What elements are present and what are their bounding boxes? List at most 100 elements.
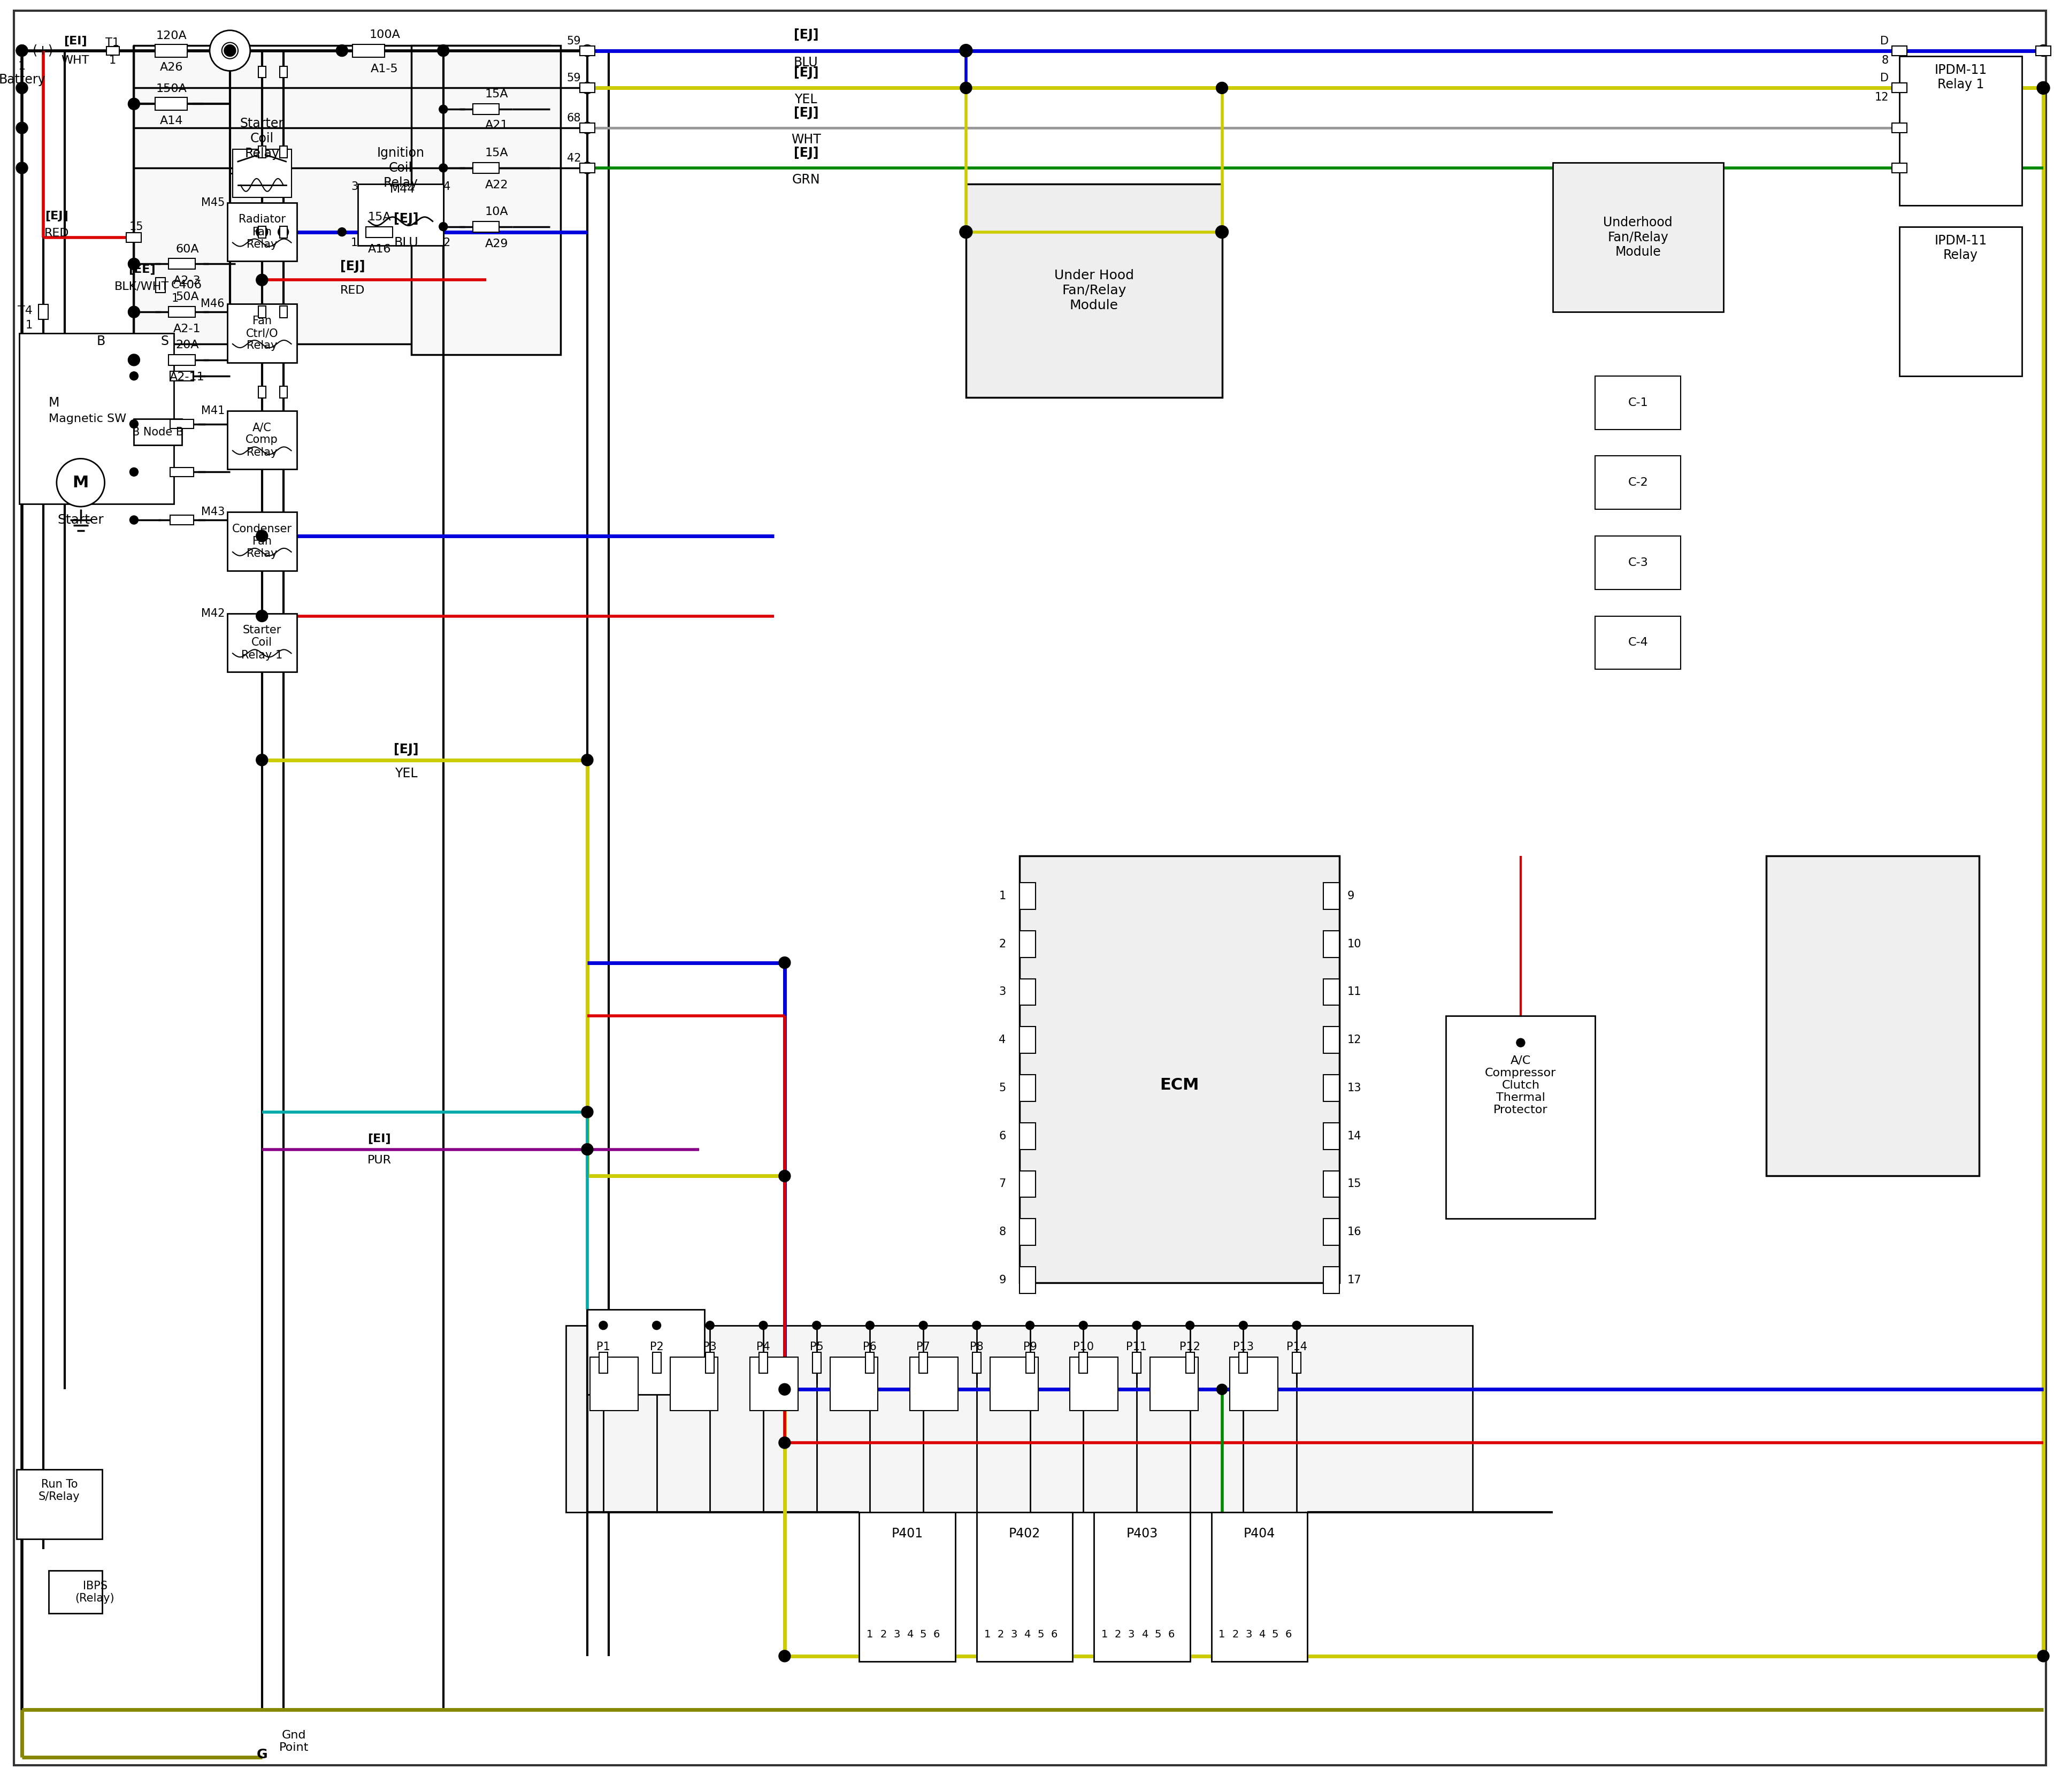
Bar <box>279 147 288 158</box>
Text: P401: P401 <box>891 1527 922 1539</box>
Bar <box>1323 1170 1339 1197</box>
Text: 1: 1 <box>1101 1629 1107 1640</box>
Circle shape <box>257 609 267 622</box>
Bar <box>1892 47 1906 56</box>
Text: RED: RED <box>341 285 366 296</box>
Circle shape <box>581 82 594 93</box>
Text: 9: 9 <box>1347 891 1354 901</box>
Text: 11: 11 <box>1347 987 1362 998</box>
Bar <box>16 1469 103 1539</box>
Text: A/C
Comp
Relay: A/C Comp Relay <box>246 423 277 457</box>
Bar <box>1019 1075 1035 1102</box>
Bar <box>228 305 296 362</box>
Circle shape <box>127 258 140 271</box>
Bar <box>1323 930 1339 957</box>
Circle shape <box>653 1321 661 1330</box>
Text: 5: 5 <box>1154 1629 1161 1640</box>
Text: P5: P5 <box>809 1342 824 1351</box>
Bar <box>1132 1351 1140 1373</box>
Text: WHT: WHT <box>62 56 88 66</box>
Text: [EE]: [EE] <box>129 263 156 274</box>
Text: 20A: 20A <box>175 340 199 351</box>
Text: 120A: 120A <box>156 30 187 41</box>
Circle shape <box>16 45 29 57</box>
Text: 2: 2 <box>998 939 1006 950</box>
Text: [EJ]: [EJ] <box>394 211 419 226</box>
Text: P4: P4 <box>756 1342 770 1351</box>
Text: 6: 6 <box>1052 1629 1058 1640</box>
Text: P7: P7 <box>916 1342 930 1351</box>
Text: P6: P6 <box>863 1342 877 1351</box>
Circle shape <box>2038 45 2050 57</box>
Bar <box>830 1357 877 1410</box>
Bar <box>168 306 195 317</box>
Text: M43: M43 <box>201 507 224 518</box>
Text: M45: M45 <box>201 197 224 208</box>
Bar <box>279 385 288 398</box>
Text: WHT: WHT <box>791 133 822 147</box>
Text: 3: 3 <box>893 1629 900 1640</box>
Text: [EI]: [EI] <box>64 36 86 47</box>
Text: M46: M46 <box>201 299 224 310</box>
Circle shape <box>1078 1321 1087 1330</box>
Circle shape <box>1185 1321 1193 1330</box>
Bar <box>1019 1219 1035 1245</box>
Text: Fan
Ctrl/O
Relay: Fan Ctrl/O Relay <box>246 315 277 351</box>
Text: A1-5: A1-5 <box>372 65 398 75</box>
Circle shape <box>129 100 138 108</box>
Text: T1: T1 <box>105 38 119 48</box>
Circle shape <box>224 45 236 57</box>
Text: P11: P11 <box>1126 1342 1146 1351</box>
Bar <box>127 233 142 242</box>
Bar <box>472 220 499 231</box>
Text: 5: 5 <box>1271 1629 1280 1640</box>
Text: 4: 4 <box>1142 1629 1148 1640</box>
Bar <box>1596 376 1680 430</box>
Text: S: S <box>160 335 168 348</box>
Circle shape <box>778 1170 791 1183</box>
Text: 4: 4 <box>998 1034 1006 1045</box>
Text: P1: P1 <box>596 1342 610 1351</box>
Text: 16: 16 <box>1347 1228 1362 1238</box>
Bar <box>1900 226 2021 376</box>
Bar <box>170 419 193 428</box>
Circle shape <box>1216 226 1228 238</box>
Bar <box>1892 82 1906 93</box>
Circle shape <box>129 308 138 315</box>
Text: P10: P10 <box>1072 1342 1093 1351</box>
Circle shape <box>778 1383 791 1396</box>
Bar <box>1900 56 2021 206</box>
Bar <box>1025 1351 1035 1373</box>
Text: 150A: 150A <box>156 84 187 95</box>
Bar <box>990 1357 1037 1410</box>
Bar <box>1892 82 1906 93</box>
Bar <box>1070 1357 1117 1410</box>
Bar <box>1095 1512 1189 1661</box>
Circle shape <box>1239 1321 1247 1330</box>
Text: C406: C406 <box>170 280 201 290</box>
Text: 7: 7 <box>998 1179 1006 1190</box>
Circle shape <box>760 1321 768 1330</box>
Text: 1: 1 <box>18 61 27 72</box>
Text: 3: 3 <box>351 181 357 192</box>
Text: P402: P402 <box>1009 1527 1041 1539</box>
Text: 5: 5 <box>998 1082 1006 1093</box>
Circle shape <box>1292 1321 1300 1330</box>
Text: 12: 12 <box>1875 91 1890 102</box>
Circle shape <box>959 45 972 57</box>
Text: P2: P2 <box>649 1342 663 1351</box>
Bar <box>760 1351 768 1373</box>
Circle shape <box>257 530 267 541</box>
Text: 5: 5 <box>920 1629 926 1640</box>
Text: P9: P9 <box>1023 1342 1037 1351</box>
Text: Run To
S/Relay: Run To S/Relay <box>39 1478 80 1502</box>
Text: P12: P12 <box>1179 1342 1200 1351</box>
Bar <box>1019 857 1339 1283</box>
Bar <box>170 371 193 380</box>
Text: 17: 17 <box>1347 1274 1362 1285</box>
Circle shape <box>1216 226 1228 238</box>
Bar <box>259 226 265 238</box>
Bar <box>1892 124 1906 133</box>
Text: P14: P14 <box>1286 1342 1306 1351</box>
Text: [EJ]: [EJ] <box>793 147 817 159</box>
